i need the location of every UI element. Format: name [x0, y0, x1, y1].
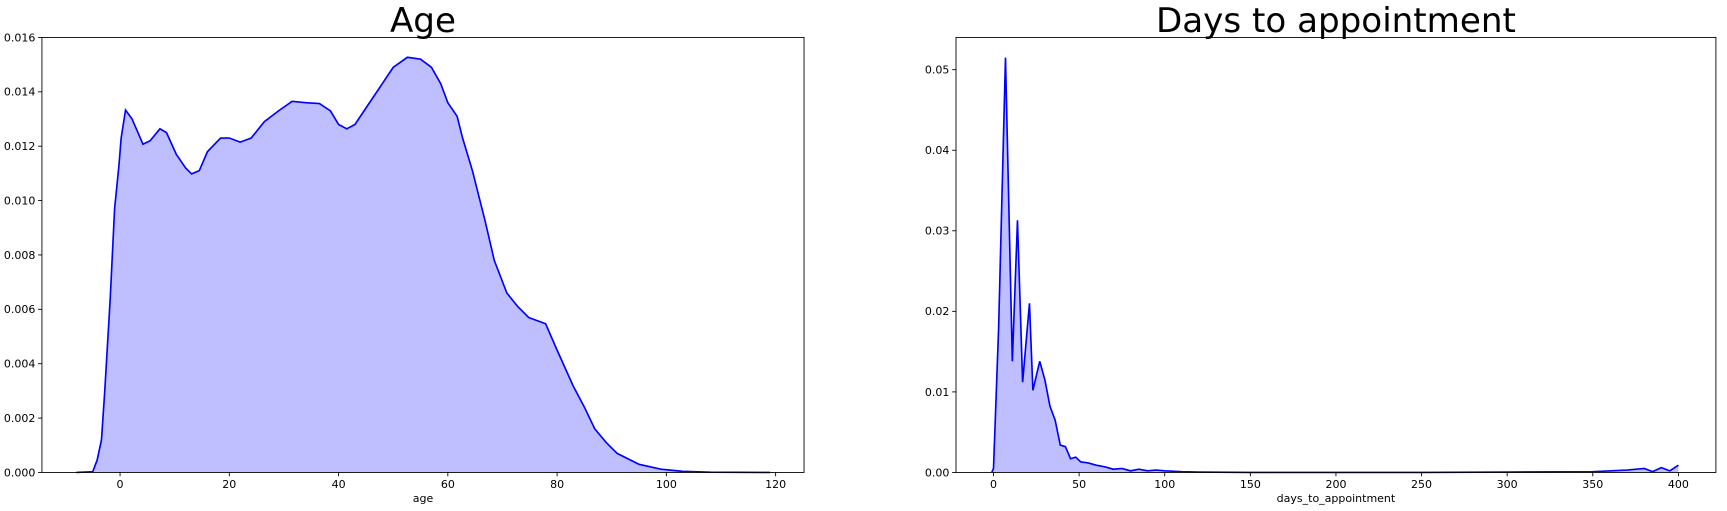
y-tick-label: 0.002	[4, 412, 36, 425]
x-tick-label: 60	[441, 478, 455, 491]
density-line	[991, 57, 1679, 474]
area-fill	[991, 57, 1679, 473]
x-axis-label: age	[413, 492, 434, 505]
x-axis-label: days_to_appointment	[1277, 492, 1396, 505]
x-tick-label: 0	[117, 478, 124, 491]
density-line	[76, 56, 771, 474]
chart-title: Age	[390, 1, 456, 41]
y-tick-label: 0.01	[925, 386, 950, 399]
x-tick-label: 400	[1668, 478, 1689, 491]
y-tick-label: 0.02	[925, 305, 950, 318]
area-fill	[76, 57, 771, 473]
x-tick-label: 150	[1240, 478, 1261, 491]
x-tick-label: 200	[1325, 478, 1346, 491]
x-tick-label: 120	[765, 478, 786, 491]
axes-frame	[955, 37, 1717, 473]
y-tick-label: 0.012	[4, 140, 36, 153]
y-tick-label: 0.04	[925, 144, 950, 157]
x-tick-label: 250	[1411, 478, 1432, 491]
x-tick-label: 100	[1154, 478, 1175, 491]
y-tick-label: 0.014	[4, 86, 36, 99]
x-tick-label: 0	[990, 478, 997, 491]
y-tick-label: 0.004	[4, 358, 36, 371]
y-tick-label: 0.008	[4, 249, 36, 262]
y-tick-label: 0.006	[4, 303, 36, 316]
y-tick-label: 0.03	[925, 225, 950, 238]
x-tick-label: 50	[1072, 478, 1086, 491]
x-tick-label: 40	[332, 478, 346, 491]
x-tick-label: 350	[1582, 478, 1603, 491]
x-tick-label: 300	[1497, 478, 1518, 491]
x-tick-label: 20	[222, 478, 236, 491]
y-tick-label: 0.010	[4, 194, 36, 207]
x-tick-label: 80	[550, 478, 564, 491]
x-tick-label: 100	[656, 478, 677, 491]
chart-title: Days to appointment	[1156, 1, 1516, 41]
y-tick-label: 0.016	[4, 31, 36, 44]
y-tick-label: 0.00	[925, 466, 950, 479]
y-tick-label: 0.05	[925, 64, 950, 77]
y-tick-label: 0.000	[4, 466, 36, 479]
